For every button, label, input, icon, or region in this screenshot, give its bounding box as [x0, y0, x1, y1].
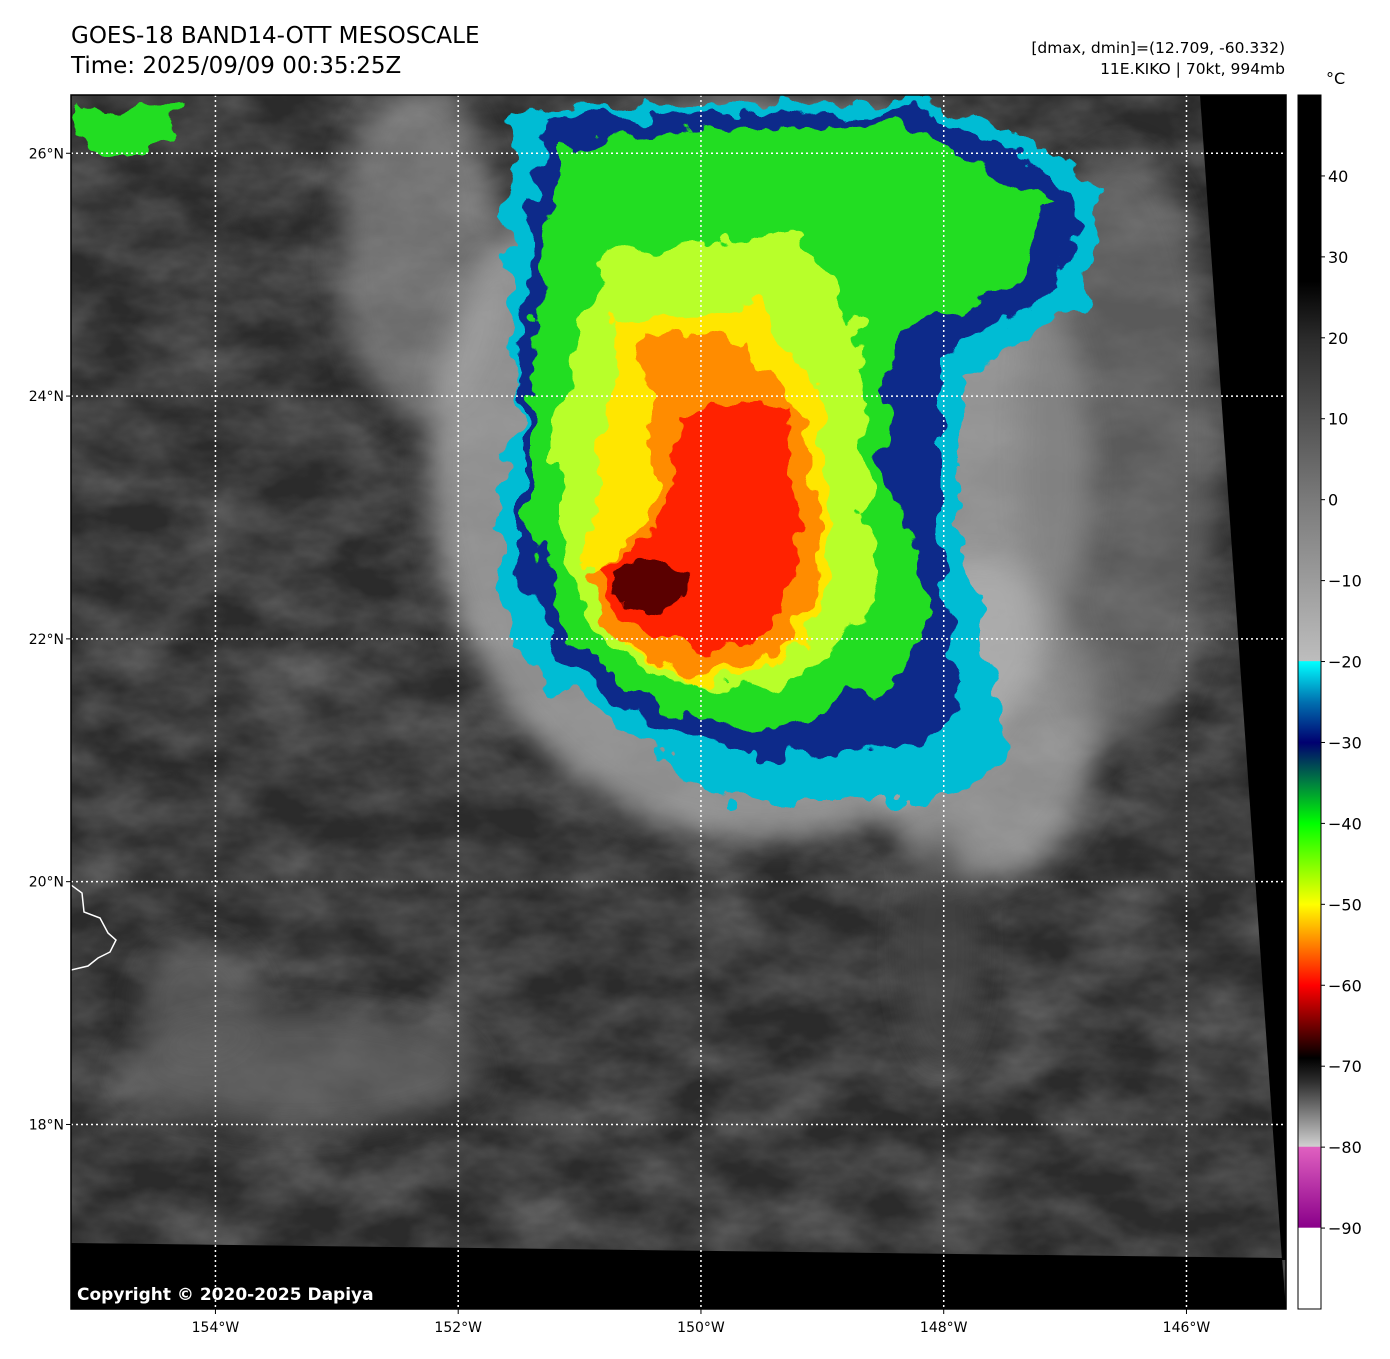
- colorbar-tick-label: 40: [1328, 167, 1348, 186]
- imagery-layer: [71, 95, 1286, 1309]
- colorbar-unit: °C: [1326, 69, 1345, 88]
- lon-tick-label: 148°W: [920, 1320, 968, 1336]
- colorbar-tick-label: −70: [1328, 1057, 1362, 1076]
- colorbar-tick-label: −50: [1328, 895, 1362, 914]
- lon-tick-label: 146°W: [1163, 1320, 1211, 1336]
- colorbar: [1297, 94, 1322, 1310]
- lon-axis: 154°W 152°W 150°W 148°W 146°W: [192, 1309, 1211, 1336]
- colorbar-ticks: 40 30 20 10 0 −10 −20 −30 −40 −50 −60 −70 −80 −90: [1321, 167, 1362, 1238]
- colorbar-tick-label: −60: [1328, 976, 1362, 995]
- lon-tick-label: 152°W: [434, 1320, 482, 1336]
- storm-info-label: 11E.KIKO | 70kt, 994mb: [1100, 60, 1285, 78]
- lat-tick-label: 26°N: [29, 146, 64, 162]
- plot-frame: [70, 94, 1287, 1310]
- dmax-dmin-label: [dmax, dmin]=(12.709, -60.332): [1031, 39, 1285, 57]
- colorbar-tick-label: −80: [1328, 1138, 1362, 1157]
- colorbar-tick-label: 0: [1328, 491, 1338, 510]
- lon-tick-label: 150°W: [677, 1320, 725, 1336]
- colorbar-tick-label: −10: [1328, 572, 1362, 591]
- no-data-region: [1200, 95, 1286, 1260]
- gridlines: [71, 95, 1286, 1309]
- colorbar-tick-label: −40: [1328, 814, 1362, 833]
- coastline: [71, 884, 117, 971]
- colorbar-tick-label: 20: [1328, 329, 1348, 348]
- no-data-region: [71, 1243, 1286, 1309]
- copyright-label: Copyright © 2020-2025 Dapiya: [77, 1285, 374, 1305]
- colorbar-tick-label: −30: [1328, 733, 1362, 752]
- chart-title: GOES-18 BAND14-OTT MESOSCALE: [71, 23, 480, 49]
- colorbar-tick-label: 10: [1328, 410, 1348, 429]
- lat-tick-label: 20°N: [29, 875, 64, 891]
- colorbar-tick-label: 30: [1328, 248, 1348, 267]
- colorbar-tick-label: −90: [1328, 1219, 1362, 1238]
- chart-time: Time: 2025/09/09 00:35:25Z: [71, 53, 402, 79]
- lat-tick-label: 18°N: [29, 1117, 64, 1133]
- lat-tick-label: 22°N: [29, 632, 64, 648]
- storm-cloud-tops: [75, 100, 1100, 800]
- lat-tick-label: 24°N: [29, 389, 64, 405]
- colorbar-tick-label: −20: [1328, 653, 1362, 672]
- lat-axis: 26°N 24°N 22°N 20°N 18°N: [29, 146, 71, 1133]
- lon-tick-label: 154°W: [192, 1320, 240, 1336]
